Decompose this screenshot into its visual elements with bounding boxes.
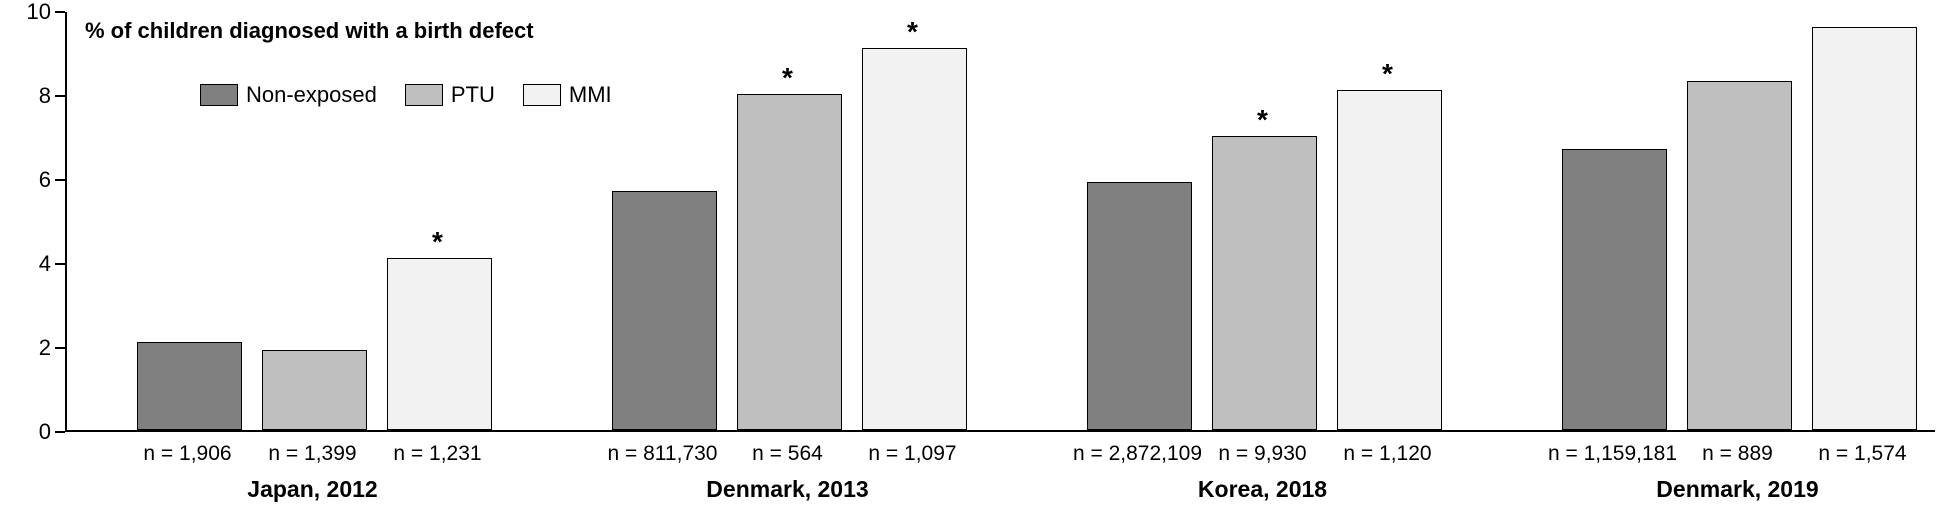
n-label: n = 1,574 — [1818, 442, 1906, 466]
legend: Non-exposed PTU MMI — [200, 82, 612, 108]
bar — [1212, 136, 1317, 430]
y-tick-mark — [55, 179, 65, 181]
legend-label: MMI — [569, 82, 612, 108]
y-tick-label: 0 — [39, 419, 51, 445]
significance-marker: * — [1257, 104, 1268, 136]
bar — [1562, 149, 1667, 430]
y-tick-mark — [55, 263, 65, 265]
legend-item: MMI — [523, 82, 612, 108]
significance-marker: * — [432, 226, 443, 258]
legend-swatch — [405, 84, 443, 106]
bar — [1087, 182, 1192, 430]
legend-item: Non-exposed — [200, 82, 377, 108]
legend-label: PTU — [451, 82, 495, 108]
group-label: Japan, 2012 — [247, 476, 377, 503]
group-label: Denmark, 2019 — [1656, 476, 1818, 503]
y-tick-label: 8 — [39, 83, 51, 109]
bar — [387, 258, 492, 430]
y-tick-label: 10 — [27, 0, 51, 25]
bar — [137, 342, 242, 430]
legend-swatch — [523, 84, 561, 106]
n-label: n = 564 — [752, 442, 823, 466]
y-tick-label: 2 — [39, 335, 51, 361]
group-label: Korea, 2018 — [1198, 476, 1327, 503]
n-label: n = 2,872,109 — [1073, 442, 1202, 466]
n-label: n = 1,399 — [268, 442, 356, 466]
n-label: n = 1,120 — [1343, 442, 1431, 466]
significance-marker: * — [907, 16, 918, 48]
bar — [1687, 81, 1792, 430]
bar — [1812, 27, 1917, 430]
chart-container: % of children diagnosed with a birth def… — [0, 0, 1946, 530]
bar — [262, 350, 367, 430]
bar — [862, 48, 967, 430]
bar — [737, 94, 842, 430]
bar — [1337, 90, 1442, 430]
significance-marker: * — [1382, 58, 1393, 90]
n-label: n = 1,906 — [143, 442, 231, 466]
group-label: Denmark, 2013 — [706, 476, 868, 503]
y-tick-mark — [55, 11, 65, 13]
legend-swatch — [200, 84, 238, 106]
n-label: n = 889 — [1702, 442, 1773, 466]
y-tick-label: 4 — [39, 251, 51, 277]
n-label: n = 1,159,181 — [1548, 442, 1677, 466]
y-tick-mark — [55, 347, 65, 349]
n-label: n = 811,730 — [608, 442, 718, 466]
n-label: n = 9,930 — [1218, 442, 1306, 466]
n-label: n = 1,231 — [393, 442, 481, 466]
y-tick-mark — [55, 431, 65, 433]
plot-area — [65, 12, 1935, 432]
significance-marker: * — [782, 62, 793, 94]
y-tick-mark — [55, 95, 65, 97]
bar — [612, 191, 717, 430]
y-tick-label: 6 — [39, 167, 51, 193]
legend-label: Non-exposed — [246, 82, 377, 108]
legend-item: PTU — [405, 82, 495, 108]
n-label: n = 1,097 — [868, 442, 956, 466]
